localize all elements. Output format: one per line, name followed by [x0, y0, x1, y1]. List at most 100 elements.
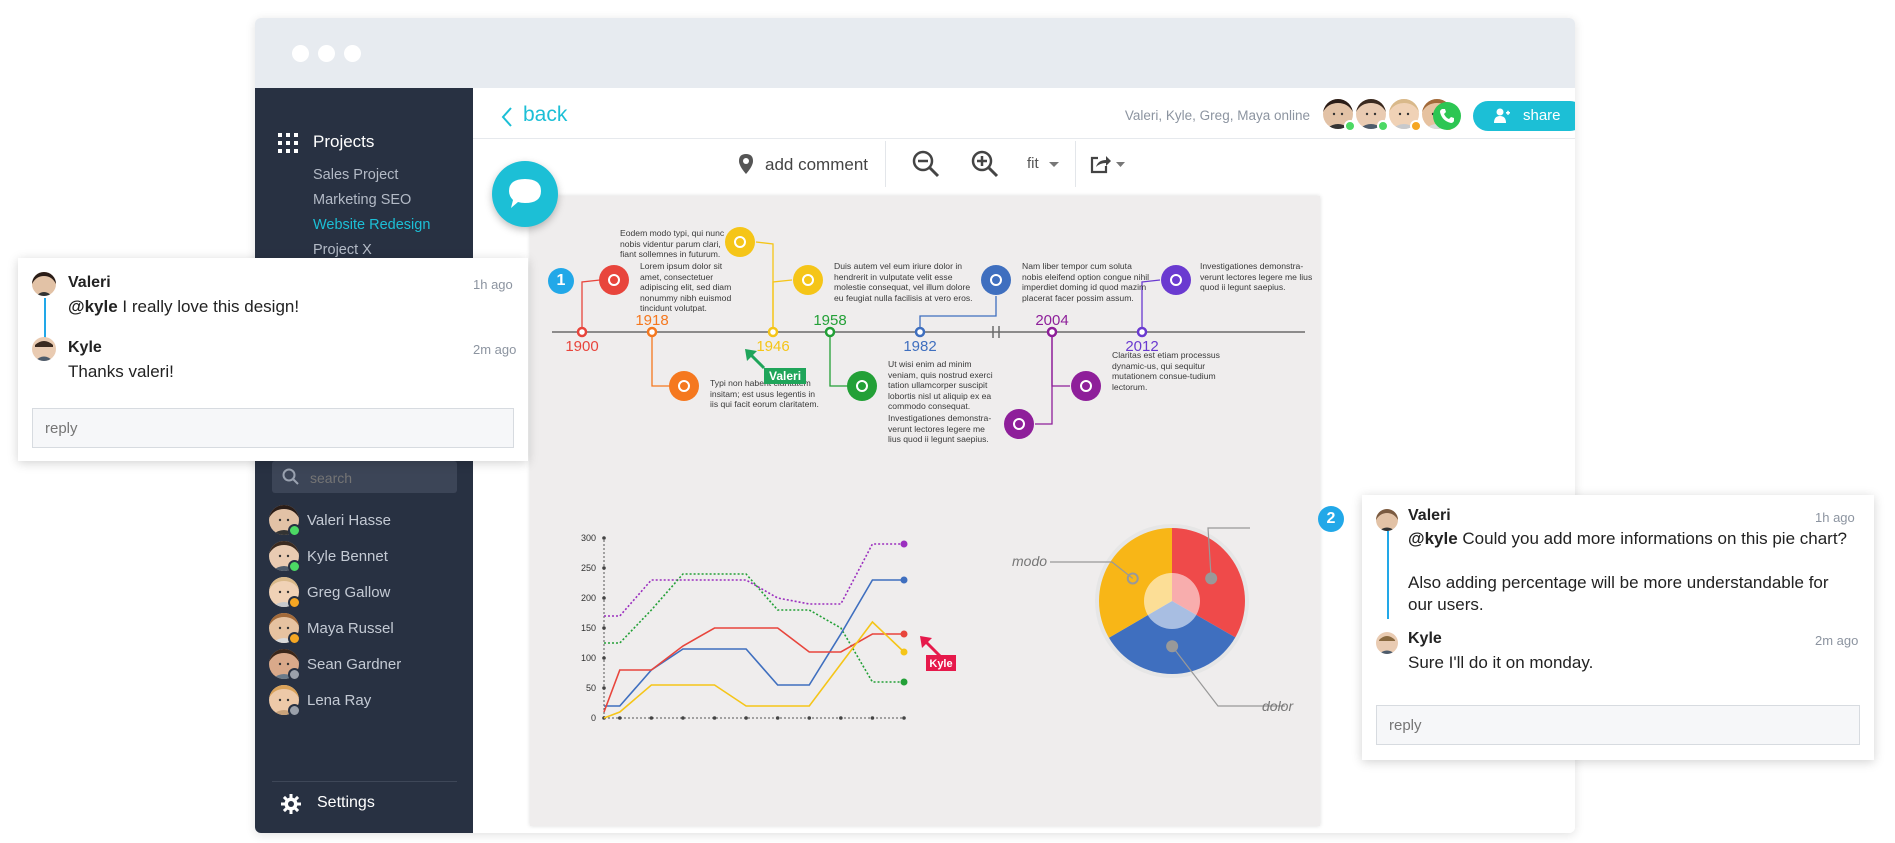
chat-button[interactable]	[492, 161, 558, 227]
phone-icon	[669, 371, 699, 401]
reply-input[interactable]	[1376, 705, 1860, 745]
pie-marker	[1126, 572, 1139, 585]
comment-time: 2m ago	[1815, 633, 1859, 648]
zoom-in-icon[interactable]	[970, 149, 1000, 179]
comment-body: Also adding percentage will be more unde…	[1408, 573, 1829, 614]
window-control-minimize[interactable]	[318, 45, 335, 62]
timeline-caption: Lorem ipsum dolor sit amet, consectetuer…	[640, 261, 732, 313]
timeline-connector	[581, 279, 601, 332]
window-control-close[interactable]	[292, 45, 309, 62]
gear-icon[interactable]	[281, 794, 301, 814]
series-endpoint	[900, 576, 908, 584]
timeline-connector	[1051, 332, 1070, 387]
series-endpoint	[900, 678, 908, 686]
mention[interactable]: @kyle	[68, 297, 118, 316]
timeline-node	[1136, 326, 1148, 338]
comment-author: Kyle	[1408, 630, 1442, 647]
avatar	[1376, 509, 1398, 531]
zoom-select[interactable]: fit	[1027, 155, 1039, 172]
design-canvas[interactable]: 1900 1918 1946 1958 1982 2004 2012 Eodem modo …	[530, 196, 1320, 826]
status-indicator	[288, 632, 301, 645]
comment-text: @kyle I really love this design!	[68, 296, 299, 318]
cart-icon	[1071, 371, 1101, 401]
reply-input[interactable]	[32, 408, 514, 448]
cursor-arrow-icon	[742, 346, 768, 372]
search-box[interactable]	[272, 461, 457, 493]
series-line	[604, 579, 904, 707]
add-comment-button[interactable]: add comment	[765, 155, 868, 174]
main-area: back Valeri, Kyle, Greg, Maya online sha…	[473, 88, 1575, 833]
call-button[interactable]	[1433, 102, 1461, 130]
caret-down-icon[interactable]	[1049, 162, 1059, 168]
status-indicator	[288, 596, 301, 609]
timeline-caption: Eodem modo typi, qui nunc nobis videntur…	[620, 228, 725, 259]
sidebar-item-sales-project[interactable]: Sales Project	[313, 167, 399, 183]
series-endpoint	[900, 648, 908, 656]
y-tick-label: 300	[581, 533, 596, 543]
zoom-out-icon[interactable]	[911, 149, 941, 179]
timeline-caption: Claritas est etiam processus dynamic-us,…	[1112, 350, 1220, 392]
sidebar-item-website-redesign[interactable]: Website Redesign	[313, 217, 431, 233]
chevron-left-icon[interactable]	[500, 106, 514, 128]
user-add-icon	[1494, 108, 1510, 123]
biohazard-icon	[847, 371, 877, 401]
sidebar-item-marketing-seo[interactable]: Marketing SEO	[313, 192, 412, 208]
user-name: Kyle Bennet	[307, 548, 388, 565]
user-list-item[interactable]: Sean Gardner	[269, 649, 459, 681]
timeline-connector	[651, 332, 670, 387]
comment-marker-1[interactable]: 1	[548, 268, 574, 294]
comment-time: 2m ago	[473, 342, 517, 357]
globe-icon	[1161, 265, 1191, 295]
share-button[interactable]: share	[1473, 101, 1575, 131]
megaphone-icon-glyph	[734, 236, 746, 248]
series-endpoint	[900, 630, 908, 638]
mention[interactable]: @kyle	[1408, 529, 1458, 548]
user-list-item[interactable]: Valeri Hasse	[269, 505, 459, 537]
x-tick	[681, 716, 685, 720]
globe-icon-glyph	[1170, 274, 1182, 286]
user-list-item[interactable]: Lena Ray	[269, 685, 459, 717]
x-tick	[712, 716, 717, 720]
y-tick	[602, 686, 606, 690]
timeline-caption: Ut wisi enim ad minim veniam, quis nostr…	[888, 359, 993, 411]
user-list-item[interactable]: Kyle Bennet	[269, 541, 459, 573]
cursor-arrow-icon	[920, 636, 942, 658]
back-button[interactable]: back	[523, 103, 568, 126]
user-list-item[interactable]: Greg Gallow	[269, 577, 459, 609]
bicycle-icon-glyph	[1013, 418, 1025, 430]
timeline-caption: Nam liber tempor cum soluta nobis eleife…	[1022, 261, 1150, 303]
user-list-item[interactable]: Maya Russel	[269, 613, 459, 645]
lightbulb-icon	[981, 265, 1011, 295]
x-tick	[744, 716, 748, 720]
comment-author: Kyle	[68, 339, 102, 356]
timeline-year: 1900	[565, 338, 598, 355]
x-tick	[649, 716, 654, 720]
timeline-caption: Investigationes demonstra-verunt lectore…	[888, 413, 992, 444]
timeline-node	[767, 326, 779, 338]
series-line	[603, 627, 904, 713]
y-tick-label: 100	[581, 653, 596, 663]
megaphone-icon	[725, 227, 755, 257]
caret-down-icon[interactable]	[1116, 162, 1125, 168]
grid-icon[interactable]	[278, 133, 298, 153]
comment-thread-2: Valeri 1h ago @kyle Could you add more i…	[1362, 495, 1874, 760]
online-users-text: Valeri, Kyle, Greg, Maya online	[1124, 108, 1310, 123]
sidebar-item-project-x[interactable]: Project X	[313, 242, 372, 258]
search-input[interactable]	[308, 466, 452, 490]
timeline-node	[1046, 326, 1058, 338]
mail-icon-glyph	[608, 274, 620, 286]
biohazard-icon-glyph	[856, 380, 868, 392]
comment-marker-2[interactable]: 2	[1318, 506, 1344, 532]
projects-heading[interactable]: Projects	[313, 132, 375, 151]
phone-icon	[1440, 109, 1454, 123]
y-tick	[602, 626, 606, 630]
location-pin-icon[interactable]	[738, 153, 754, 175]
pie-leader	[1207, 527, 1250, 579]
timeline-connector	[919, 296, 997, 332]
timeline-year: 1958	[813, 312, 846, 329]
comment-time: 1h ago	[473, 277, 513, 292]
puzzle-icon-glyph	[802, 274, 814, 286]
export-icon[interactable]	[1090, 154, 1112, 174]
settings-label[interactable]: Settings	[317, 794, 375, 811]
window-control-maximize[interactable]	[344, 45, 361, 62]
